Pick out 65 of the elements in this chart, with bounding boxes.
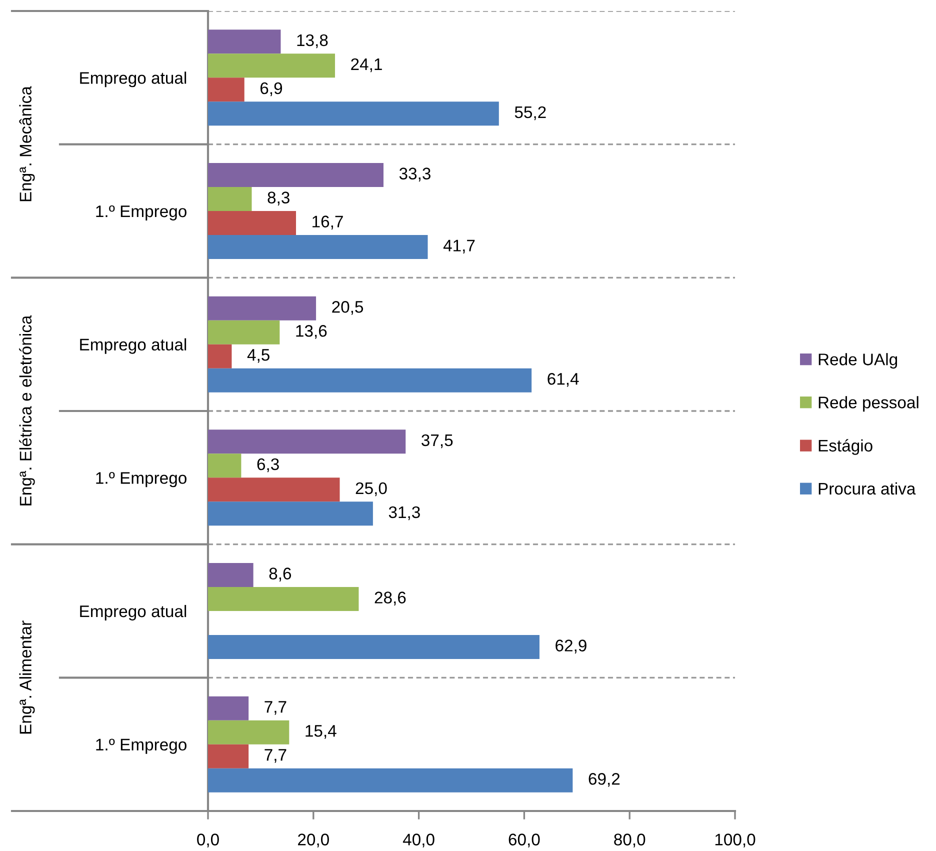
bar bbox=[208, 430, 406, 454]
x-tick-label: 20,0 bbox=[298, 834, 329, 848]
bar bbox=[208, 563, 254, 587]
bar bbox=[208, 235, 428, 259]
data-label: 55,2 bbox=[514, 106, 546, 120]
y-tick-label: 1.º Emprego bbox=[96, 738, 186, 754]
x-tick-label: 60,0 bbox=[508, 834, 540, 848]
bar bbox=[208, 768, 573, 792]
bar bbox=[208, 720, 290, 744]
y-tick-label: Emprego atual bbox=[80, 338, 186, 354]
bar bbox=[208, 211, 296, 235]
data-label: 13,8 bbox=[297, 34, 328, 48]
bar bbox=[208, 344, 232, 368]
data-label: 13,6 bbox=[296, 325, 327, 339]
data-label: 24,1 bbox=[351, 58, 382, 72]
legend-label: Rede UAlg bbox=[818, 353, 898, 369]
data-label: 7,7 bbox=[264, 749, 286, 763]
bar bbox=[208, 78, 244, 102]
bar bbox=[208, 163, 384, 187]
y-tick-label: Emprego atual bbox=[80, 72, 186, 88]
data-label: 8,6 bbox=[269, 568, 292, 582]
legend-label: Rede pessoal bbox=[818, 396, 918, 412]
bar bbox=[208, 296, 316, 320]
text: Engª. Alimentar bbox=[19, 620, 35, 734]
x-tick-label: 100,0 bbox=[715, 834, 756, 848]
data-label: 8,3 bbox=[268, 192, 290, 206]
data-label: 16,7 bbox=[312, 216, 343, 230]
data-label: 6,3 bbox=[257, 458, 279, 472]
data-label: 6,9 bbox=[260, 82, 282, 96]
bar bbox=[208, 102, 499, 126]
bar bbox=[208, 454, 242, 478]
data-label: 61,4 bbox=[548, 373, 579, 387]
data-label: 69,2 bbox=[588, 773, 620, 787]
text: Engª. Mecânica bbox=[19, 86, 35, 202]
legend-label: Estágio bbox=[818, 439, 872, 455]
data-label: 15,4 bbox=[306, 725, 336, 739]
data-label: 28,6 bbox=[374, 592, 406, 606]
bar bbox=[208, 187, 252, 211]
bar bbox=[208, 30, 281, 54]
data-label: 31,3 bbox=[388, 506, 420, 520]
bar bbox=[208, 587, 359, 611]
bar bbox=[208, 744, 249, 768]
data-label: 4,5 bbox=[247, 349, 270, 363]
x-tick-label: 0,0 bbox=[197, 834, 219, 848]
x-tick-label: 40,0 bbox=[402, 834, 434, 848]
y-tick-label: 1.º Emprego bbox=[96, 205, 186, 220]
x-tick-label: 80,0 bbox=[614, 834, 646, 848]
bar bbox=[208, 635, 540, 659]
bar bbox=[208, 696, 249, 720]
bar bbox=[208, 368, 532, 392]
data-label: 20,5 bbox=[332, 301, 364, 315]
bar bbox=[208, 54, 336, 78]
text: Engª. Elétrica e eletrónica bbox=[19, 315, 35, 506]
bar bbox=[208, 502, 373, 526]
data-label: 25,0 bbox=[356, 482, 387, 496]
y-tick-label: 1.º Emprego bbox=[96, 472, 186, 488]
data-label: 62,9 bbox=[556, 640, 586, 654]
data-label: 33,3 bbox=[399, 168, 430, 182]
data-label: 7,7 bbox=[264, 701, 286, 715]
bar bbox=[208, 478, 340, 502]
data-label: 41,7 bbox=[443, 240, 475, 254]
bar bbox=[208, 320, 280, 344]
y-tick-label: Emprego atual bbox=[80, 604, 186, 620]
data-label: 37,5 bbox=[422, 434, 453, 448]
legend-label: Procura ativa bbox=[818, 482, 916, 495]
